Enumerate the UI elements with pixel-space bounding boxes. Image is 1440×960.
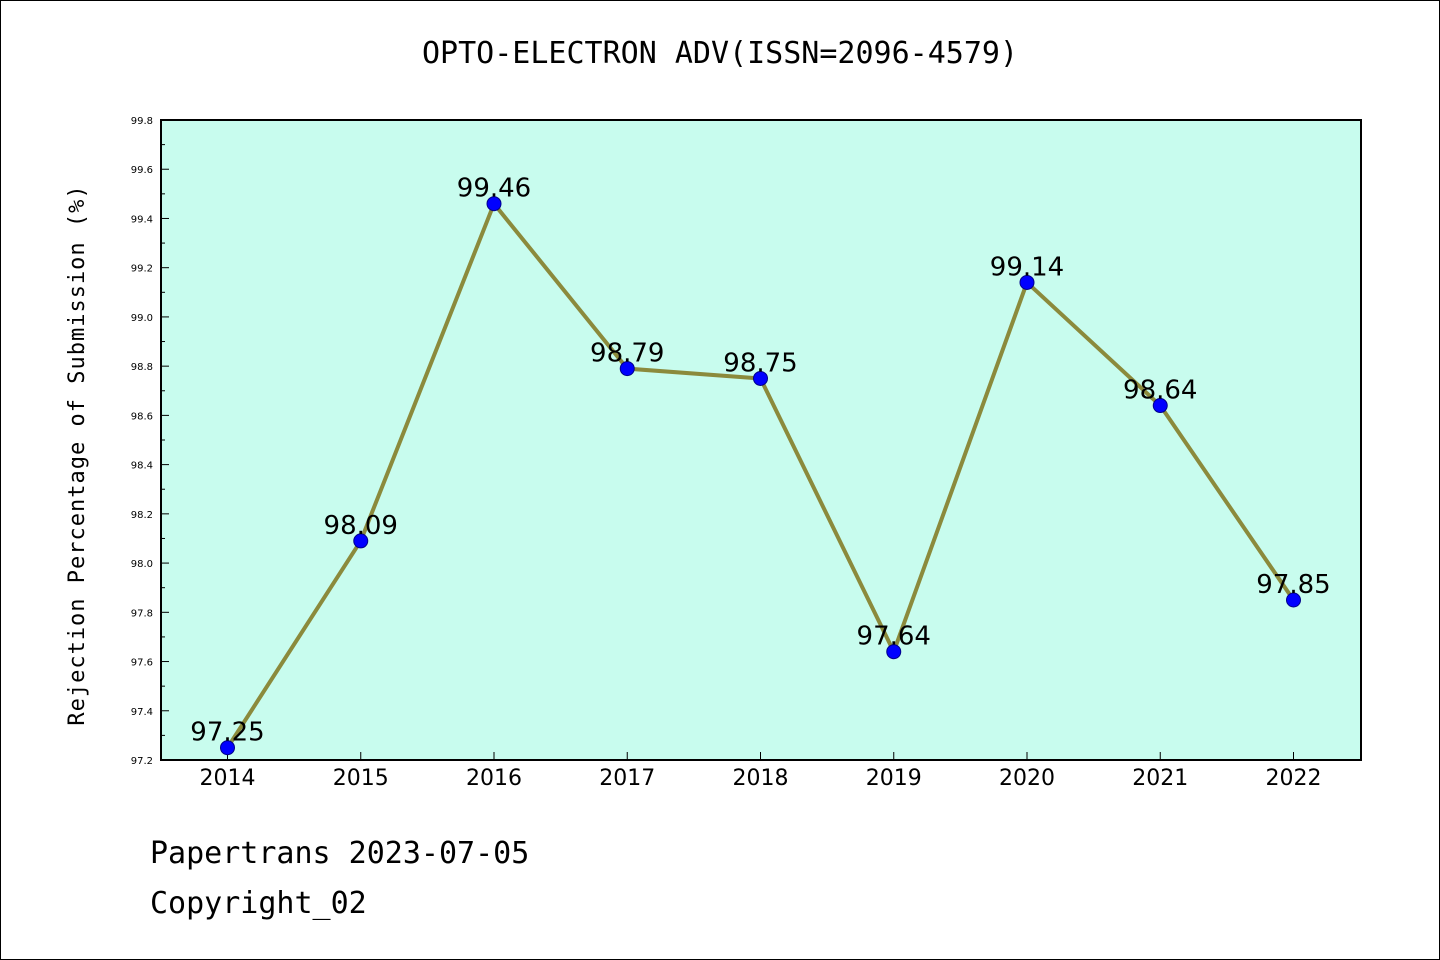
data-label: 98.75	[723, 348, 797, 378]
data-label: 98.64	[1123, 376, 1197, 406]
data-label: 97.25	[190, 718, 264, 748]
y-tick-label: 97.2	[131, 756, 153, 767]
data-point	[1152, 398, 1168, 414]
data-point	[886, 644, 902, 660]
y-tick-label: 98.4	[131, 461, 153, 472]
x-tick-label: 2022	[1266, 766, 1322, 791]
y-tick-label: 97.8	[131, 608, 153, 619]
chart-title: OPTO-ELECTRON ADV(ISSN=2096-4579)	[421, 36, 1019, 71]
x-tick-label: 2014	[200, 766, 256, 791]
data-point	[353, 533, 369, 549]
y-tick-label: 98.6	[131, 411, 153, 422]
y-tick-label: 99.0	[131, 313, 153, 324]
x-tick-label: 2021	[1132, 766, 1188, 791]
x-tick-label: 2020	[999, 766, 1055, 791]
data-label: 99.46	[457, 174, 531, 204]
data-label: 97.85	[1256, 570, 1330, 600]
y-tick-label: 97.4	[131, 707, 153, 718]
y-tick-label: 97.6	[131, 658, 153, 669]
data-point	[753, 370, 768, 386]
y-axis-label: Rejection Percentage of Submission (%)	[65, 184, 90, 725]
y-tick-label: 99.8	[131, 116, 153, 127]
y-tick-label: 98.2	[131, 510, 153, 521]
data-label: 98.09	[324, 511, 398, 541]
y-tick-label: 99.6	[131, 165, 153, 176]
data-label: 97.64	[857, 622, 931, 652]
data-point	[1286, 592, 1301, 608]
data-point	[619, 361, 635, 377]
y-tick-label: 98.8	[131, 362, 153, 373]
x-tick-label: 2017	[599, 766, 655, 791]
y-tick-label: 99.2	[131, 264, 153, 275]
footer-date: Papertrans 2023-07-05	[150, 836, 530, 871]
x-tick-label: 2016	[466, 766, 522, 791]
x-tick-label: 2019	[866, 766, 922, 791]
x-tick-label: 2015	[333, 766, 389, 791]
data-point	[486, 196, 502, 212]
data-label: 99.14	[990, 252, 1064, 282]
data-label: 98.79	[590, 339, 664, 369]
y-tick-label: 99.4	[131, 214, 153, 225]
x-tick-label: 2018	[733, 766, 789, 791]
y-tick-label: 98.0	[131, 559, 153, 570]
footer-copyright: Copyright_02	[150, 886, 367, 921]
data-point	[1019, 274, 1035, 290]
data-point	[220, 740, 235, 756]
plot-area	[160, 119, 1362, 761]
